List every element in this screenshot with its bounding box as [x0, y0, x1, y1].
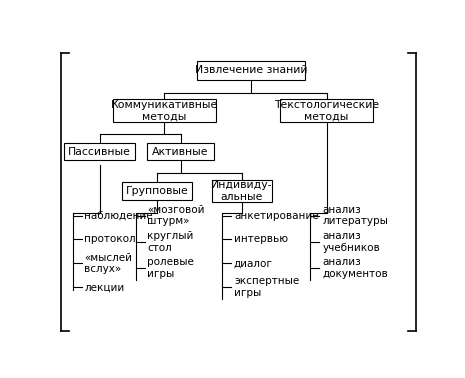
FancyBboxPatch shape — [147, 143, 214, 160]
Text: анализ
литературы: анализ литературы — [322, 205, 388, 226]
FancyBboxPatch shape — [113, 99, 216, 122]
Text: диалог: диалог — [234, 259, 273, 268]
Text: «мыслей
вслух»: «мыслей вслух» — [85, 253, 133, 274]
Text: лекции: лекции — [85, 282, 125, 292]
Text: ролевые
игры: ролевые игры — [147, 257, 194, 279]
FancyBboxPatch shape — [122, 182, 193, 200]
FancyBboxPatch shape — [197, 60, 305, 79]
Text: Активные: Активные — [153, 147, 209, 156]
Text: Групповые: Групповые — [126, 186, 189, 196]
Text: анализ
документов: анализ документов — [322, 257, 388, 279]
FancyBboxPatch shape — [65, 143, 135, 160]
Text: «мозговой
штурм»: «мозговой штурм» — [147, 205, 205, 226]
Text: Текстологические
методы: Текстологические методы — [274, 100, 379, 122]
Text: Индивиду-
альные: Индивиду- альные — [211, 180, 272, 202]
Text: Коммуникативные
методы: Коммуникативные методы — [111, 100, 218, 122]
Text: Пассивные: Пассивные — [68, 147, 131, 156]
Text: наблюдение: наблюдение — [85, 211, 153, 221]
Text: экспертные
игры: экспертные игры — [234, 276, 299, 298]
Text: Извлечение знаний: Извлечение знаний — [195, 65, 307, 75]
Text: анкетирование: анкетирование — [234, 211, 319, 221]
Text: протокол: протокол — [85, 234, 136, 245]
FancyBboxPatch shape — [280, 99, 373, 122]
Text: анализ
учебников: анализ учебников — [322, 231, 380, 253]
Text: интервью: интервью — [234, 234, 288, 245]
Text: круглый
стол: круглый стол — [147, 231, 194, 253]
FancyBboxPatch shape — [212, 180, 272, 202]
